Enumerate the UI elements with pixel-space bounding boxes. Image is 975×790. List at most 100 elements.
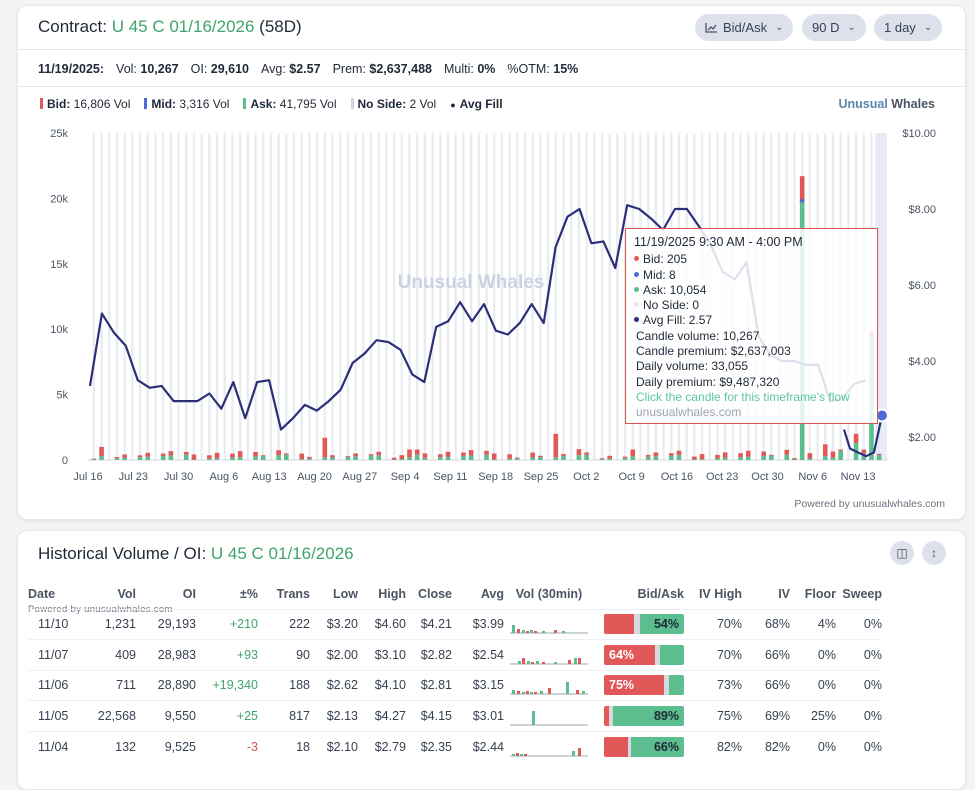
bid-bar xyxy=(630,449,636,457)
columns-icon[interactable]: ◫ xyxy=(890,541,914,565)
ask-bar xyxy=(668,455,674,460)
legend-noside[interactable]: No Side: 2 Vol xyxy=(350,97,436,111)
bid-bar xyxy=(769,454,774,456)
table-row[interactable]: 11/07 409 28,983 +93 90 $2.00 $3.10 $2.82 $2.54 6… xyxy=(28,639,882,670)
table-row[interactable]: 11/05 22,568 9,550 +25 817 $2.13 $4.27 $4.15 $3.… xyxy=(28,700,882,731)
ask-bar xyxy=(769,455,774,460)
ask-bar xyxy=(830,457,836,460)
bid-bar xyxy=(538,455,543,458)
ask-bar xyxy=(438,457,443,460)
column-header[interactable]: Trans xyxy=(276,586,310,601)
tooltip-title: 11/19/2025 9:30 AM - 4:00 PM xyxy=(634,235,803,249)
bid-bar xyxy=(622,456,628,458)
column-header[interactable]: OI xyxy=(182,586,196,601)
ask-bar xyxy=(653,456,659,460)
bid-bar xyxy=(99,446,104,457)
bid-bar xyxy=(214,452,220,459)
volume-sparkline xyxy=(510,710,588,726)
bid-bar xyxy=(645,454,651,457)
left-tick-label: 20k xyxy=(50,193,68,205)
bid-bar xyxy=(461,452,466,456)
history-table: Date Vol OI ±% Trans Low High Close Avg Vol (30mi… xyxy=(28,579,882,762)
bid-bar xyxy=(438,454,443,458)
bid-bar xyxy=(553,433,559,458)
ask-bar xyxy=(422,457,428,460)
ask-bar xyxy=(160,455,166,460)
left-tick-label: 0 xyxy=(62,455,68,467)
column-header[interactable]: IV High xyxy=(698,586,742,601)
bid-bar xyxy=(122,454,127,458)
interval-dropdown[interactable]: 1 day ⌄ xyxy=(874,14,943,41)
ask-bar xyxy=(630,456,636,460)
legend-avgfill[interactable]: ● Avg Fill xyxy=(450,97,503,111)
bid-ask-bar: 66% xyxy=(604,736,684,757)
ask-bar xyxy=(276,455,281,460)
bid-bar xyxy=(376,451,382,456)
legend-bid[interactable]: Bid: 16,806 Vol xyxy=(40,97,130,111)
right-tick-label: $10.00 xyxy=(902,128,936,140)
column-header[interactable]: Sweep xyxy=(842,586,882,601)
column-header[interactable]: Vol xyxy=(117,586,136,601)
column-header[interactable]: Floor xyxy=(804,586,836,601)
table-row[interactable]: 11/06 711 28,890 +19,340 188 $2.62 $4.10 $2.81 $… xyxy=(28,669,882,701)
column-header[interactable]: Bid/Ask xyxy=(637,586,684,601)
column-header[interactable]: Close xyxy=(417,586,452,601)
column-header[interactable]: IV xyxy=(778,586,790,601)
mid-bar xyxy=(799,199,805,203)
ask-bar xyxy=(576,455,582,460)
bid-ask-bar: 75% xyxy=(604,675,684,696)
range-dropdown[interactable]: 90 D ⌄ xyxy=(802,14,866,41)
ask-bar xyxy=(230,457,235,460)
ask-bar xyxy=(838,450,843,460)
bid-bar xyxy=(838,449,843,451)
ask-bar xyxy=(676,455,682,460)
column-header[interactable]: Vol (30min) xyxy=(515,586,583,601)
x-tick-label: Sep 11 xyxy=(433,471,467,483)
legend-mid[interactable]: Mid: 3,316 Vol xyxy=(144,97,229,111)
divider xyxy=(18,49,965,50)
column-header[interactable]: Avg xyxy=(480,586,504,601)
chevron-down-icon: ⌄ xyxy=(847,22,856,33)
right-tick-label: $4.00 xyxy=(908,356,936,368)
left-tick-label: 25k xyxy=(50,128,68,140)
x-tick-label: Aug 6 xyxy=(210,471,239,483)
ask-bar xyxy=(784,454,790,460)
ask-bar xyxy=(599,459,605,460)
ask-bar xyxy=(114,458,120,460)
left-tick-label: 5k xyxy=(56,390,68,402)
column-header[interactable]: High xyxy=(378,586,406,601)
ask-bar xyxy=(260,455,266,460)
bid-bar xyxy=(353,453,358,457)
bid-bar xyxy=(345,455,351,457)
bid-bar xyxy=(830,451,836,458)
column-header[interactable]: Low xyxy=(333,586,358,601)
table-header: Date Vol OI ±% Trans Low High Close Avg Vol (30mi… xyxy=(28,579,882,609)
bid-bar xyxy=(792,458,797,460)
ask-bar xyxy=(207,458,212,460)
bid-ask-bar: 64% xyxy=(604,644,684,665)
tooltip-flow-link[interactable]: Click the candle for this timeframe's fl… xyxy=(636,389,850,404)
table-row[interactable]: 11/10 1,231 29,193 +210 222 $3.20 $4.60 $4.21 $3… xyxy=(28,608,882,640)
column-header[interactable]: ±% xyxy=(240,586,258,601)
chart-tooltip: 11/19/2025 9:30 AM - 4:00 PM Bid: 205 Mi… xyxy=(625,228,878,424)
expand-collapse-icon[interactable]: ↕ xyxy=(922,541,946,565)
bid-bar xyxy=(484,450,489,455)
ask-bar xyxy=(191,459,197,460)
chart-watermark: Unusual Whales xyxy=(398,272,545,293)
ask-bar xyxy=(407,457,412,460)
bid-bar xyxy=(799,176,805,203)
legend-ask[interactable]: Ask: 41,795 Vol xyxy=(243,97,337,111)
bid-bar xyxy=(230,453,235,458)
ask-bar xyxy=(345,456,351,460)
powered-by: Powered by unusualwhales.com xyxy=(794,498,945,510)
left-tick-label: 15k xyxy=(50,259,68,271)
bid-bar xyxy=(399,455,405,460)
bid-bar xyxy=(299,453,305,460)
column-header[interactable]: Date xyxy=(28,586,56,601)
ask-bar xyxy=(299,459,305,460)
table-row[interactable]: 11/04 132 9,525 -3 18 $2.10 $2.79 $2.35 $2.44 66%… xyxy=(28,730,882,762)
chart-type-dropdown[interactable]: Bid/Ask ⌄ xyxy=(695,14,794,41)
history-title: Historical Volume / OI: U 45 C 01/16/202… xyxy=(38,544,354,563)
bid-bar xyxy=(491,453,497,460)
ask-bar xyxy=(399,459,405,460)
